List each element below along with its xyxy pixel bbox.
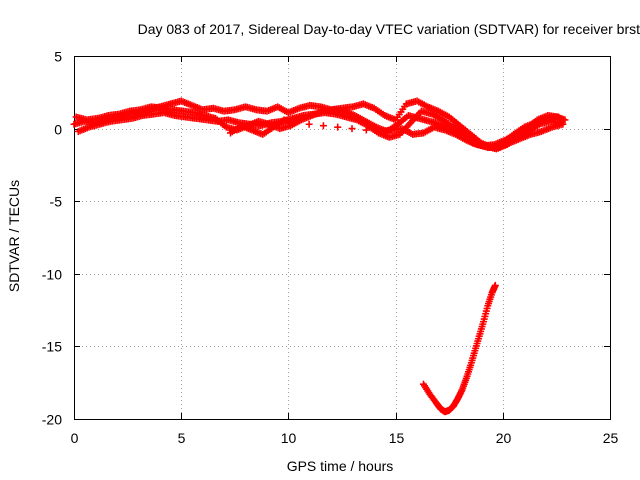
data-point xyxy=(291,119,299,127)
data-point xyxy=(491,281,499,289)
series-track-e xyxy=(419,281,499,416)
data-point xyxy=(555,113,563,121)
y-tick-label: -20 xyxy=(42,412,62,428)
x-tick-label: 25 xyxy=(603,430,619,446)
data-point xyxy=(334,123,342,131)
x-tick-label: 20 xyxy=(496,430,512,446)
y-tick-label: -15 xyxy=(42,339,62,355)
y-tick-label: 0 xyxy=(54,122,62,138)
x-tick-label: 10 xyxy=(281,430,297,446)
data-point xyxy=(319,122,327,130)
data-points xyxy=(70,97,569,416)
data-point xyxy=(561,116,569,124)
y-tick-label: -10 xyxy=(42,267,62,283)
data-point xyxy=(348,125,356,133)
x-tick-label: 15 xyxy=(389,430,405,446)
axis-ticks xyxy=(74,56,611,420)
series-track-c xyxy=(72,103,563,150)
y-axis-label: SDTVAR / TECUs xyxy=(6,180,22,292)
plot-frame xyxy=(74,56,611,420)
x-axis-label: GPS time / hours xyxy=(287,458,394,474)
x-tick-label: 0 xyxy=(71,430,79,446)
series-track-d xyxy=(227,116,567,151)
data-point xyxy=(305,120,313,128)
y-tick-label: -5 xyxy=(50,194,63,210)
x-tick-label: 5 xyxy=(178,430,186,446)
chart-title: Day 083 of 2017, Sidereal Day-to-day VTE… xyxy=(138,21,640,37)
data-point xyxy=(362,126,370,134)
data-point xyxy=(559,120,567,128)
axis-tick-labels: 0 5 10 15 20 25 5 0 -5 -10 -15 -20 xyxy=(42,49,619,447)
y-tick-label: 5 xyxy=(54,49,62,65)
